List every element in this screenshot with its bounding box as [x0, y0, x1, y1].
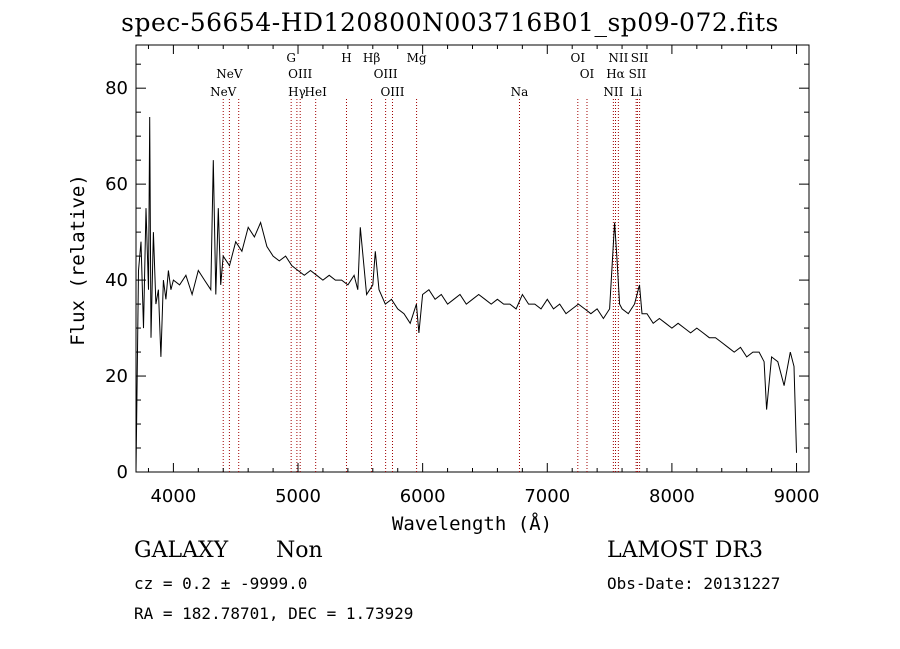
- y-tick-label: 40: [105, 270, 128, 291]
- x-tick-label: 8000: [649, 486, 695, 507]
- x-axis-label: Wavelength (Å): [392, 512, 552, 535]
- x-tick-label: 5000: [275, 486, 321, 507]
- line-label: HeI: [305, 85, 328, 99]
- y-tick-label: 60: [105, 174, 128, 195]
- line-label: OI: [580, 67, 595, 81]
- line-label: OIII: [288, 67, 312, 81]
- line-label: OIII: [374, 67, 398, 81]
- line-label: Hγ: [288, 85, 306, 99]
- emission-line-labels: NeV NeV G Hγ OIII HeI H Hβ OIII OIII Mg Na OI OI NII Hα…: [210, 51, 649, 99]
- line-label: SII: [629, 67, 647, 81]
- line-label: Mg: [407, 51, 427, 65]
- line-label: NII: [608, 51, 628, 65]
- ra-dec-readout: RA = 182.78701, DEC = 1.73929: [134, 604, 414, 623]
- x-tick-label: 9000: [774, 486, 820, 507]
- line-label: OIII: [380, 85, 404, 99]
- line-label: NeV: [210, 85, 237, 99]
- chart-title: spec-56654-HD120800N003716B01_sp09-072.f…: [121, 8, 779, 37]
- y-axis-ticks: 0 20 40 60 80: [105, 63, 809, 483]
- line-label: NeV: [216, 67, 243, 81]
- y-tick-label: 20: [105, 366, 128, 387]
- survey-name: LAMOST DR3: [607, 538, 763, 563]
- redshift-readout: cz = 0.2 ± -9999.0: [134, 574, 308, 593]
- x-tick-label: 6000: [400, 486, 446, 507]
- line-label: Hα: [606, 67, 625, 81]
- line-label: Na: [511, 85, 529, 99]
- x-tick-label: 4000: [150, 486, 196, 507]
- plot-frame: [135, 44, 810, 473]
- line-label: G: [286, 51, 296, 65]
- emission-line-markers: [222, 99, 641, 472]
- spectrum-line: [135, 116, 797, 473]
- y-axis-label: Flux (relative): [67, 174, 89, 346]
- line-label: OI: [571, 51, 586, 65]
- object-class: GALAXY: [134, 538, 229, 563]
- y-tick-label: 80: [105, 78, 128, 99]
- x-tick-label: 7000: [524, 486, 570, 507]
- line-label: Li: [630, 85, 642, 99]
- line-label: Hβ: [363, 51, 380, 65]
- obs-date: Obs-Date: 20131227: [607, 574, 781, 593]
- x-axis-ticks: 4000 5000 6000 7000 8000 9000: [147, 45, 820, 507]
- line-label: H: [341, 51, 351, 65]
- line-label: NII: [603, 85, 623, 99]
- object-subclass: Non: [276, 538, 323, 563]
- y-tick-label: 0: [117, 462, 128, 483]
- line-label: SII: [631, 51, 649, 65]
